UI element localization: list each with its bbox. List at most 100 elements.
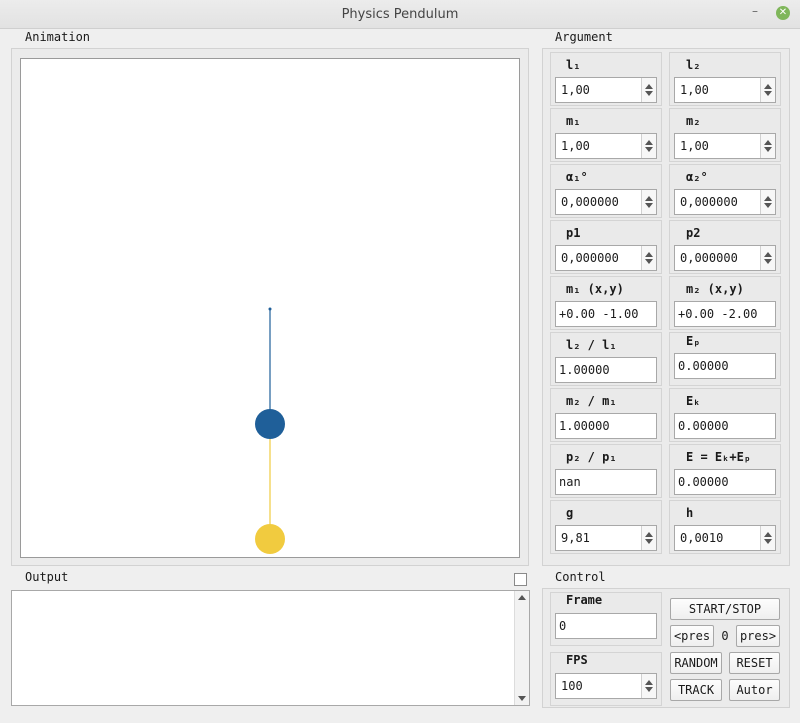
m2m1-label: m₂ / m₁ (566, 394, 617, 408)
m2-value: 1,00 (680, 139, 709, 153)
pivot-point (268, 307, 272, 311)
arrow-down-icon[interactable] (764, 147, 772, 152)
arrow-up-icon[interactable] (764, 252, 772, 257)
arrow-up-icon[interactable] (645, 252, 653, 257)
m1-spinbox[interactable]: 1,00 (555, 133, 657, 159)
l2-stepper[interactable] (760, 78, 775, 102)
minimize-icon[interactable]: – (752, 4, 758, 18)
m2-stepper[interactable] (760, 134, 775, 158)
p1-value: 0,000000 (561, 251, 619, 265)
m1-stepper[interactable] (641, 134, 656, 158)
mass-2 (255, 524, 285, 554)
ek-value: 0.00000 (678, 419, 729, 433)
arrow-down-icon[interactable] (764, 539, 772, 544)
arrow-up-icon[interactable] (764, 84, 772, 89)
p2-value: 0,000000 (680, 251, 738, 265)
ep-field[interactable]: 0.00000 (674, 353, 776, 379)
m2xy-value: +0.00 -2.00 (678, 307, 758, 321)
arrow-up-icon[interactable] (645, 532, 653, 537)
alpha2-value: 0,000000 (680, 195, 738, 209)
m1xy-value: +0.00 -1.00 (559, 307, 639, 321)
argument-group-title: Argument (555, 30, 613, 44)
alpha2-spinbox[interactable]: 0,000000 (674, 189, 776, 215)
fps-spinbox[interactable]: 100 (555, 673, 657, 699)
l2-value: 1,00 (680, 83, 709, 97)
arrow-up-icon[interactable] (645, 196, 653, 201)
p1-spinbox[interactable]: 0,000000 (555, 245, 657, 271)
fps-value: 100 (561, 679, 583, 693)
output-group-title: Output (25, 570, 69, 584)
p2p1-value: nan (559, 475, 581, 489)
h-label: h (686, 506, 694, 520)
next-button[interactable]: pres> (736, 625, 780, 647)
p2p1-label: p₂ / p₁ (566, 450, 617, 464)
close-icon[interactable]: ✕ (776, 6, 790, 20)
m2-spinbox[interactable]: 1,00 (674, 133, 776, 159)
window-title: Physics Pendulum (341, 7, 459, 22)
arrow-down-icon[interactable] (645, 203, 653, 208)
l1-stepper[interactable] (641, 78, 656, 102)
alpha1-stepper[interactable] (641, 190, 656, 214)
l2-spinbox[interactable]: 1,00 (674, 77, 776, 103)
arrow-down-icon[interactable] (645, 687, 653, 692)
g-spinbox[interactable]: 9,81 (555, 525, 657, 551)
scroll-down-icon[interactable] (518, 696, 526, 701)
arrow-up-icon[interactable] (645, 140, 653, 145)
arrow-up-icon[interactable] (645, 680, 653, 685)
animation-canvas[interactable] (20, 58, 520, 558)
g-stepper[interactable] (641, 526, 656, 550)
ek-field[interactable]: 0.00000 (674, 413, 776, 439)
alpha1-label: α₁° (566, 170, 588, 184)
arrow-down-icon[interactable] (764, 203, 772, 208)
frame-field[interactable]: 0 (555, 613, 657, 639)
m1xy-field[interactable]: +0.00 -1.00 (555, 301, 657, 327)
frame-value: 0 (559, 619, 567, 633)
arrow-up-icon[interactable] (645, 84, 653, 89)
l2l1-value: 1.00000 (559, 363, 610, 377)
l2l1-label: l₂ / l₁ (566, 338, 617, 352)
g-value: 9,81 (561, 531, 590, 545)
random-button[interactable]: RANDOM (670, 652, 722, 674)
reset-button[interactable]: RESET (729, 652, 780, 674)
arrow-down-icon[interactable] (764, 91, 772, 96)
fps-stepper[interactable] (641, 674, 656, 698)
start-stop-button[interactable]: START/STOP (670, 598, 780, 620)
arrow-up-icon[interactable] (764, 140, 772, 145)
h-spinbox[interactable]: 0,0010 (674, 525, 776, 551)
title-bar: Physics Pendulum – ✕ (0, 0, 800, 29)
output-scrollbar[interactable] (514, 591, 529, 705)
m1-value: 1,00 (561, 139, 590, 153)
autor-button[interactable]: Autor (729, 679, 780, 701)
l1-value: 1,00 (561, 83, 590, 97)
prev-button[interactable]: <pres (670, 625, 714, 647)
pres-value: 0 (721, 629, 729, 643)
arrow-down-icon[interactable] (645, 539, 653, 544)
track-button[interactable]: TRACK (670, 679, 722, 701)
p2p1-field[interactable]: nan (555, 469, 657, 495)
energy-field[interactable]: 0.00000 (674, 469, 776, 495)
m2xy-label: m₂ (x,y) (686, 282, 744, 296)
m2xy-field[interactable]: +0.00 -2.00 (674, 301, 776, 327)
ek-label: Eₖ (686, 394, 701, 408)
arrow-down-icon[interactable] (645, 91, 653, 96)
arrow-down-icon[interactable] (764, 259, 772, 264)
arrow-down-icon[interactable] (645, 259, 653, 264)
frame-label: Frame (566, 593, 603, 607)
m2m1-field[interactable]: 1.00000 (555, 413, 657, 439)
h-stepper[interactable] (760, 526, 775, 550)
l1-spinbox[interactable]: 1,00 (555, 77, 657, 103)
output-textarea[interactable] (11, 590, 530, 706)
p2-spinbox[interactable]: 0,000000 (674, 245, 776, 271)
arrow-up-icon[interactable] (764, 532, 772, 537)
p1-stepper[interactable] (641, 246, 656, 270)
output-checkbox[interactable] (514, 573, 527, 586)
l2l1-field[interactable]: 1.00000 (555, 357, 657, 383)
p2-stepper[interactable] (760, 246, 775, 270)
l2-label: l₂ (686, 58, 701, 72)
arrow-down-icon[interactable] (645, 147, 653, 152)
alpha2-stepper[interactable] (760, 190, 775, 214)
scroll-up-icon[interactable] (518, 595, 526, 600)
alpha1-spinbox[interactable]: 0,000000 (555, 189, 657, 215)
energy-value: 0.00000 (678, 475, 729, 489)
arrow-up-icon[interactable] (764, 196, 772, 201)
